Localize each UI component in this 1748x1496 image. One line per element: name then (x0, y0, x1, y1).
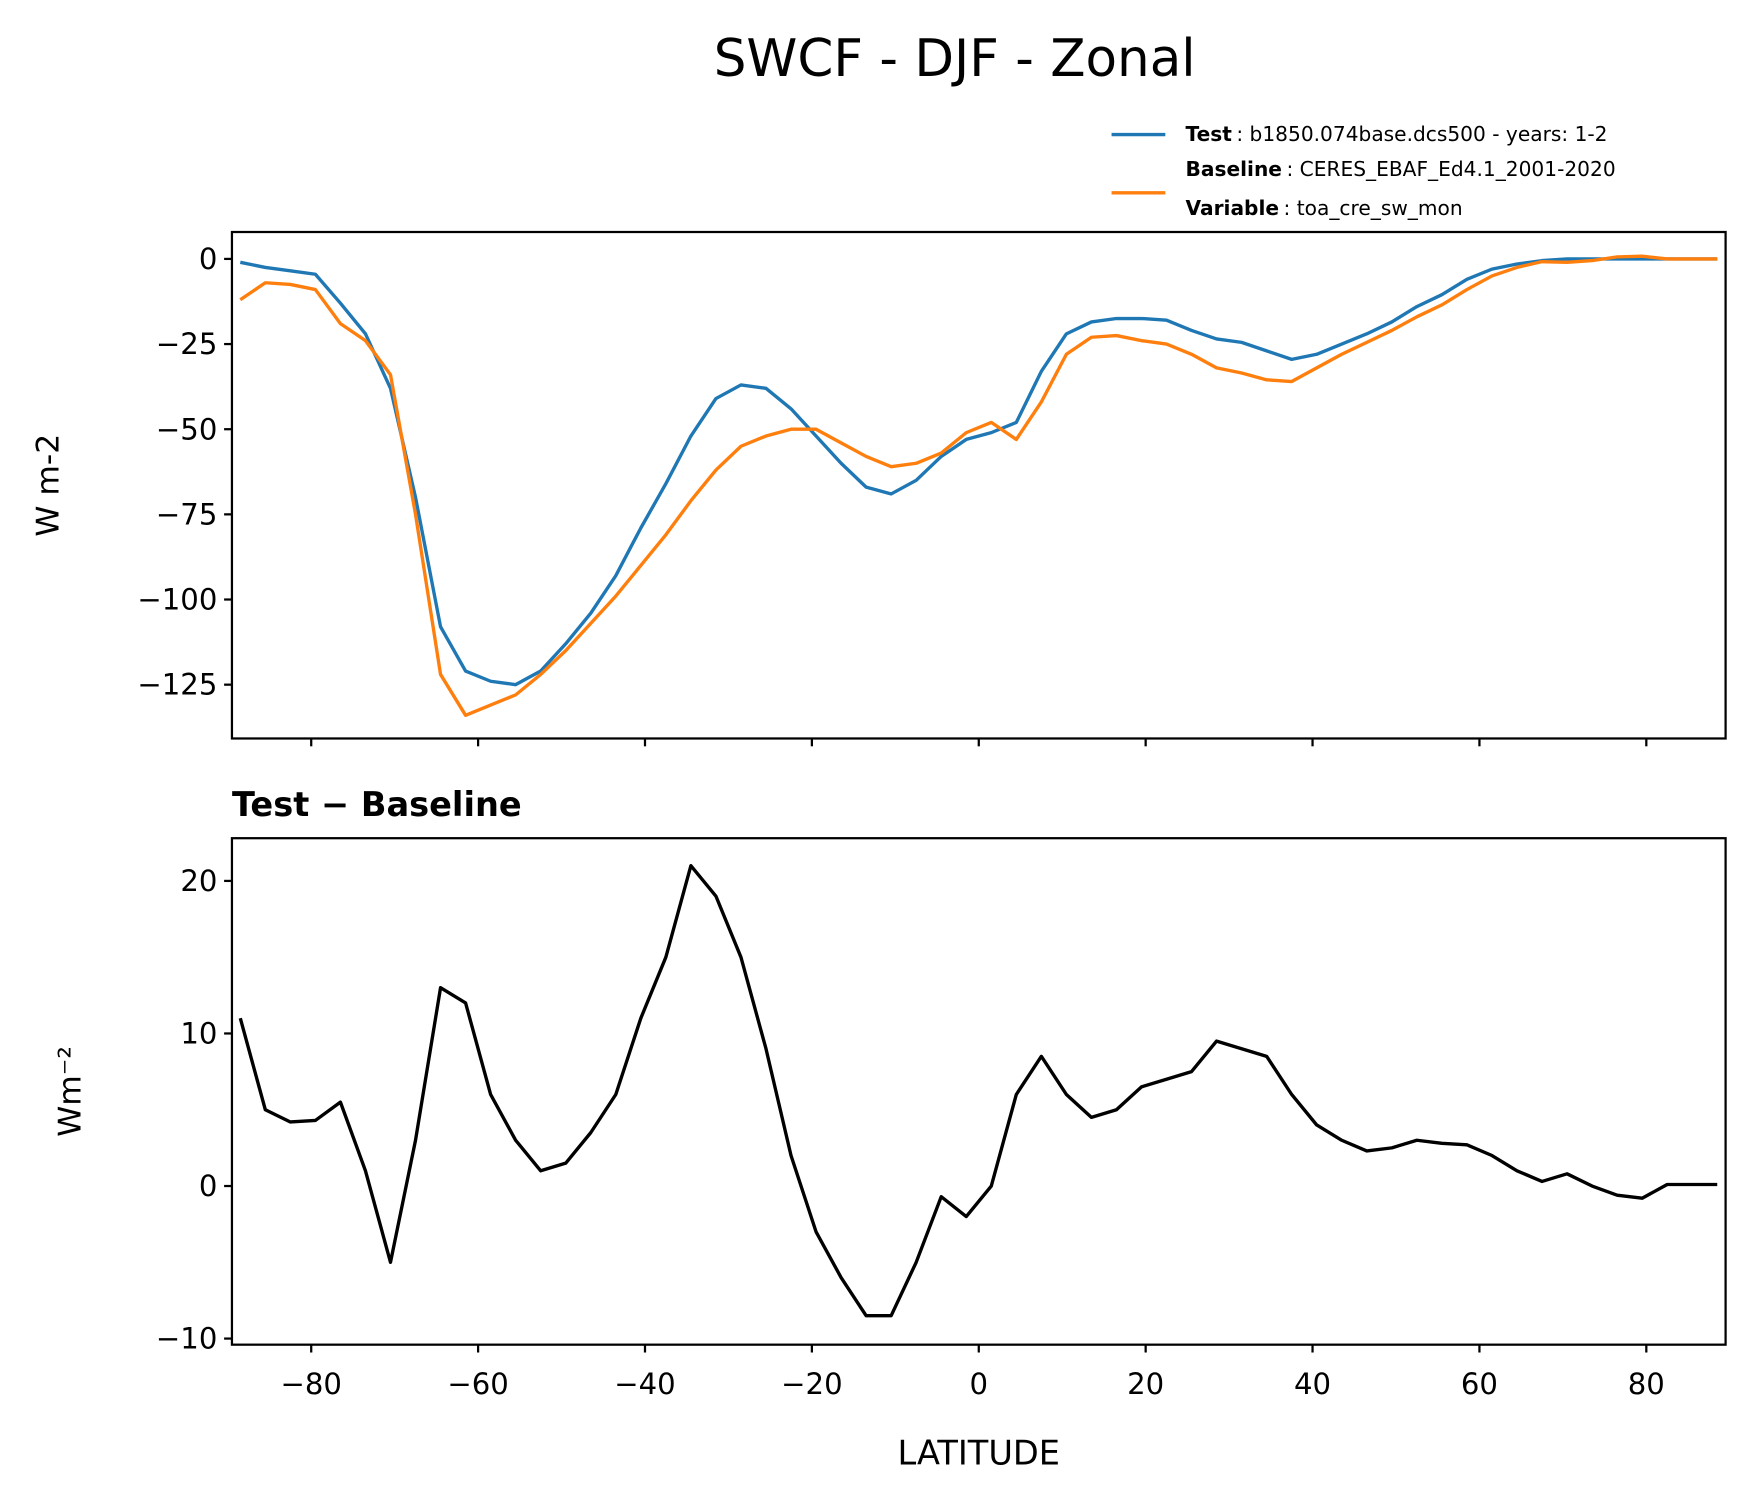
y-tick-label: −25 (156, 327, 217, 361)
x-tick-label: −20 (781, 1367, 842, 1401)
y-axis-label: Wm⁻² (53, 1046, 89, 1137)
y-tick-label: −10 (156, 1322, 217, 1356)
x-tick-label: 80 (1628, 1367, 1665, 1401)
x-axis-label: LATITUDE (897, 1434, 1060, 1473)
axes-frame (230, 230, 1727, 740)
y-tick-label: 0 (199, 1169, 218, 1203)
axes-frame (230, 837, 1727, 1346)
x-tick-label: 40 (1294, 1367, 1331, 1401)
legend-label: Test: b1850.074base.dcs500 - years: 1-2 (1186, 122, 1608, 146)
y-tick-label: −50 (156, 412, 217, 446)
legend-description: : toa_cre_sw_mon (1284, 196, 1463, 220)
series-line (239, 254, 1718, 717)
legend-label: Variable: toa_cre_sw_mon (1186, 196, 1463, 220)
x-tick-label: −80 (280, 1367, 341, 1401)
x-tick-label: −60 (447, 1367, 508, 1401)
series-line (238, 863, 1718, 1318)
x-tick-label: 20 (1127, 1367, 1164, 1401)
x-tick-label: −40 (614, 1367, 675, 1401)
legend-name: Variable (1186, 196, 1280, 220)
chart-title: SWCF - DJF - Zonal (714, 29, 1196, 89)
legend-description: : b1850.074base.dcs500 - years: 1-2 (1236, 122, 1607, 146)
legend-name: Baseline (1186, 157, 1282, 181)
x-tick-label: 0 (970, 1367, 989, 1401)
legend-label: Baseline: CERES_EBAF_Ed4.1_2001-2020 (1186, 157, 1616, 181)
y-tick-label: −125 (137, 668, 217, 702)
y-tick-label: 20 (180, 864, 217, 898)
y-tick-label: −75 (156, 497, 217, 531)
legend-description: : CERES_EBAF_Ed4.1_2001-2020 (1286, 157, 1615, 181)
y-tick-label: −100 (137, 583, 217, 617)
series-line (239, 257, 1718, 687)
legend-name: Test (1186, 122, 1233, 146)
y-tick-label: 0 (199, 242, 218, 276)
y-tick-label: 10 (180, 1017, 217, 1051)
x-tick-label: 60 (1461, 1367, 1498, 1401)
subplot-title: Test − Baseline (232, 785, 522, 824)
y-axis-label: W m-2 (30, 434, 66, 537)
